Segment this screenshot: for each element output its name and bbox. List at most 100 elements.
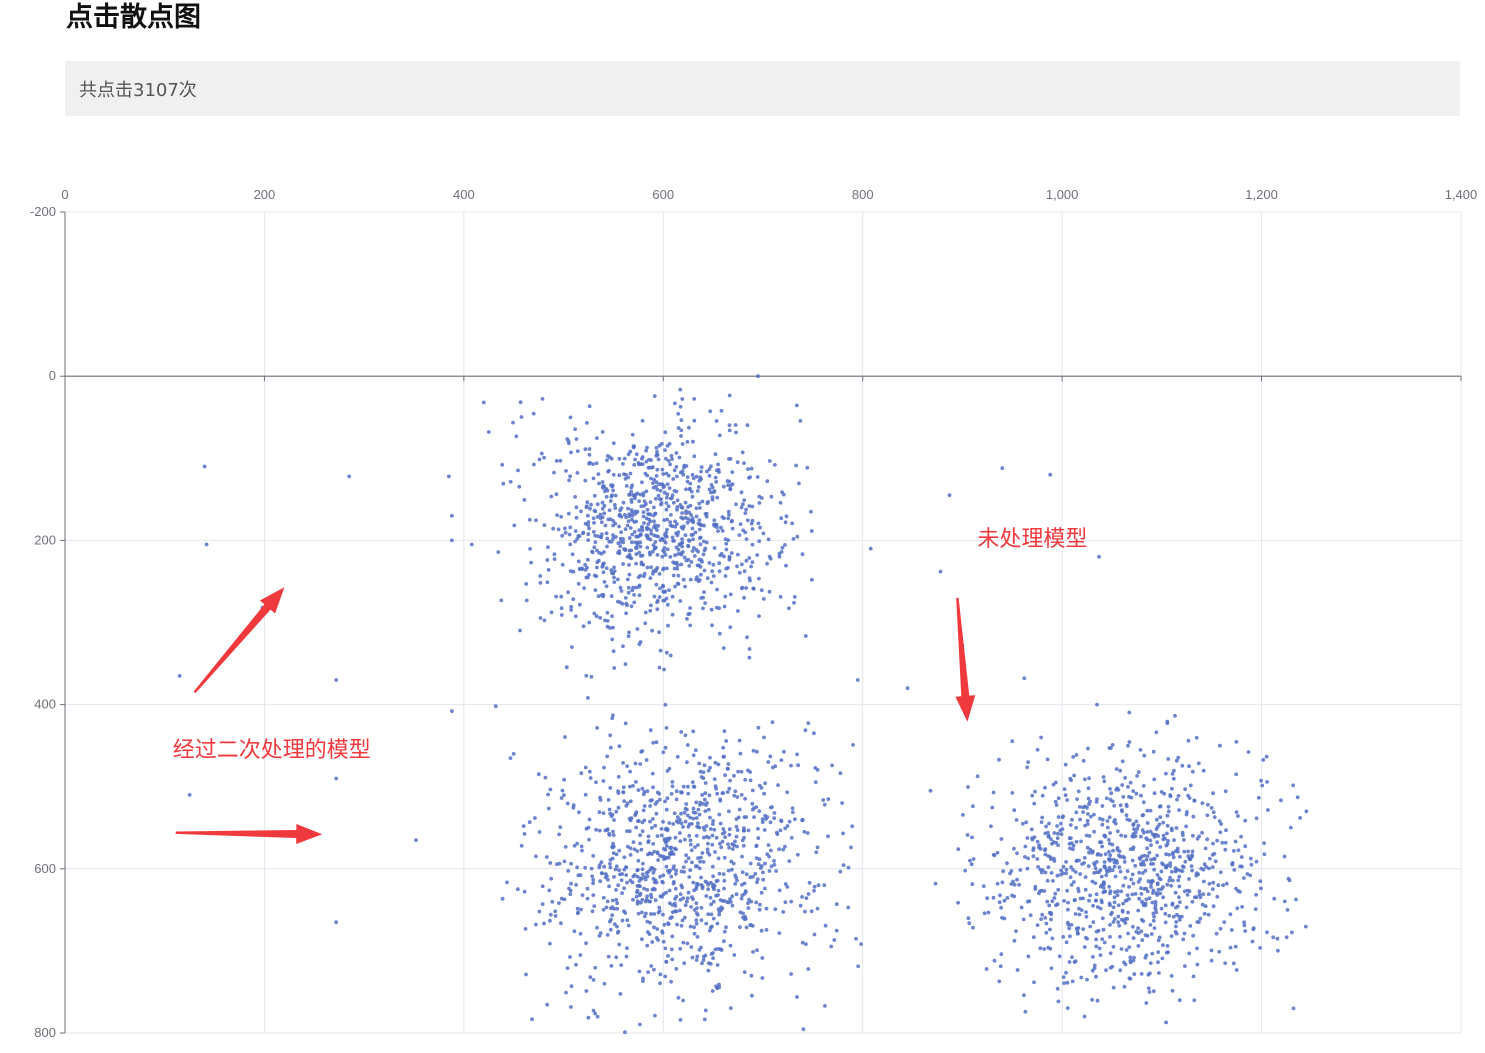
data-point (546, 792, 550, 797)
data-point (634, 780, 638, 784)
data-point (728, 625, 733, 630)
y-tick-label: 400 (34, 697, 56, 712)
data-point (652, 477, 656, 482)
data-point (608, 499, 613, 503)
data-point (569, 450, 573, 455)
data-point (563, 845, 568, 849)
data-point (1108, 858, 1112, 863)
data-point (630, 432, 635, 437)
data-point (1076, 931, 1080, 936)
data-point (1216, 883, 1221, 888)
data-point (560, 788, 565, 793)
data-point (1115, 846, 1120, 850)
data-point (757, 783, 762, 788)
data-point (569, 984, 574, 989)
data-point (716, 762, 721, 767)
data-point (667, 588, 671, 592)
data-point (704, 834, 709, 839)
data-point (709, 607, 714, 612)
data-point (628, 799, 633, 804)
data-point (711, 916, 716, 921)
data-point (603, 875, 608, 880)
data-point (765, 852, 770, 857)
data-point (801, 1027, 806, 1032)
data-point (1052, 831, 1057, 835)
data-point (537, 909, 542, 914)
data-point (1158, 804, 1163, 809)
data-point (1264, 754, 1269, 759)
data-point (644, 911, 648, 916)
data-point (661, 873, 666, 878)
data-point (1214, 931, 1219, 936)
data-point (597, 863, 602, 867)
data-point (673, 584, 677, 589)
data-point (774, 869, 778, 873)
data-point (1069, 865, 1073, 869)
data-point (750, 542, 755, 547)
data-point (1165, 823, 1170, 828)
data-point (646, 840, 651, 845)
data-point (584, 989, 589, 993)
data-point (769, 494, 774, 499)
data-point (598, 512, 603, 517)
data-point (751, 748, 756, 753)
data-point (625, 844, 630, 849)
data-point (543, 775, 548, 780)
data-point (1025, 765, 1030, 770)
data-point (1153, 900, 1158, 904)
data-point (585, 421, 589, 425)
data-point (687, 833, 692, 838)
data-point (812, 884, 817, 889)
data-point (667, 870, 671, 875)
data-point (708, 765, 712, 770)
data-point (749, 521, 754, 526)
data-point (694, 800, 699, 805)
data-point (668, 520, 673, 524)
data-point (1140, 871, 1145, 875)
data-point (830, 763, 834, 768)
data-point (685, 941, 690, 946)
data-point (645, 527, 649, 532)
data-point (1127, 945, 1132, 949)
data-point (609, 483, 613, 488)
data-point (773, 463, 777, 467)
data-point (804, 942, 808, 946)
data-point (668, 846, 672, 850)
data-point (634, 585, 639, 590)
data-point (742, 828, 746, 833)
data-point (661, 485, 666, 490)
data-point (1035, 857, 1040, 861)
data-point (938, 569, 943, 574)
data-point (647, 465, 652, 470)
data-point (1105, 819, 1110, 823)
data-point (1102, 779, 1107, 784)
data-point (676, 995, 681, 1000)
data-point (1265, 780, 1269, 784)
data-point (1094, 892, 1099, 897)
data-point (590, 874, 595, 879)
data-point (822, 883, 827, 888)
data-point (685, 617, 689, 621)
data-point (764, 928, 769, 932)
data-point (1001, 869, 1005, 874)
data-point (1187, 877, 1191, 881)
data-point (624, 515, 628, 520)
data-point (634, 552, 639, 556)
data-point (587, 452, 592, 457)
data-point (704, 894, 709, 898)
data-point (1131, 822, 1136, 826)
data-point (532, 462, 536, 467)
data-point (1200, 801, 1205, 806)
data-point (651, 870, 656, 875)
data-point (576, 534, 581, 538)
data-point (694, 921, 699, 926)
data-point (966, 785, 970, 789)
data-point (1194, 735, 1199, 740)
data-point (746, 768, 750, 773)
data-point (603, 618, 607, 623)
data-point (1170, 850, 1175, 855)
data-point (1166, 757, 1171, 761)
data-point (630, 540, 634, 545)
data-point (623, 1030, 627, 1035)
data-point (637, 584, 642, 589)
